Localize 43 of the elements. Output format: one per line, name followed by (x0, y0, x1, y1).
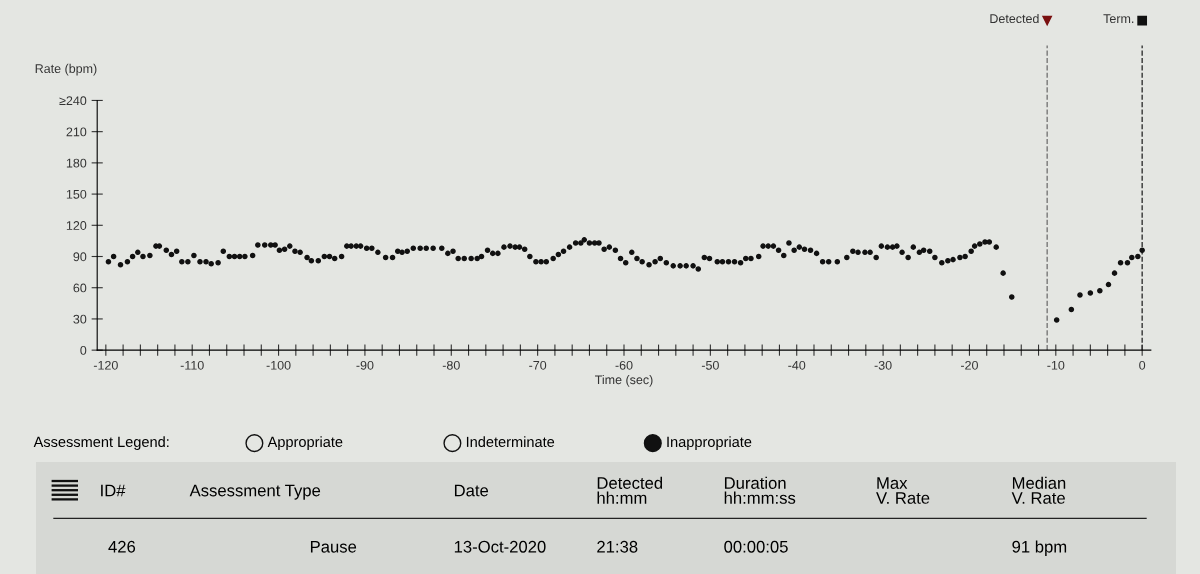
y-tick-label: ≥240 (59, 96, 87, 106)
text: Assessment Legend: (33, 436, 169, 450)
text: Duration hh:mm:ss (724, 476, 796, 504)
text: Pause (310, 541, 357, 553)
y-tick-label: 90 (73, 252, 87, 262)
y-tick-label: 0 (80, 345, 87, 355)
x-tick-label: -10 (1047, 360, 1065, 370)
ref-line-label: Detected (990, 13, 1039, 24)
text: Indeterminate (466, 436, 555, 448)
x-tick-label: -50 (701, 360, 719, 370)
x-tick-label: -40 (788, 360, 806, 370)
x-tick-label: -60 (615, 360, 633, 370)
x-tick-label: -70 (529, 360, 547, 370)
x-tick-label: -100 (266, 360, 291, 370)
text: ID# (101, 484, 126, 497)
y-axis-title: Rate (bpm) (35, 63, 97, 76)
text: Detected hh:mm (597, 476, 663, 504)
y-tick-label: 30 (73, 314, 87, 324)
y-tick-label: 60 (73, 283, 87, 293)
y-tick-label: 210 (66, 127, 87, 137)
text: 21:38 (597, 540, 638, 553)
x-tick-label: -20 (960, 360, 978, 370)
text: Date (454, 484, 489, 497)
ref-line-label: Term. (1103, 14, 1134, 24)
x-tick-label: -30 (874, 360, 892, 370)
text: 91 bpm (1012, 540, 1067, 556)
text: Appropriate (267, 436, 343, 450)
text: Max V. Rate (876, 477, 930, 504)
text: 13-Oct-2020 (454, 540, 546, 553)
text: 426 (108, 540, 136, 553)
x-tick-label: -110 (180, 360, 204, 370)
text: Assessment Type (189, 484, 321, 500)
text: Median V. Rate (1011, 476, 1066, 504)
y-tick-label: 150 (66, 189, 87, 199)
y-tick-label: 120 (66, 221, 87, 230)
x-tick-label: 0 (1139, 360, 1146, 370)
text: Inappropriate (667, 436, 752, 450)
y-tick-label: 180 (66, 158, 87, 168)
x-axis-title: Time (sec) (595, 374, 653, 387)
text: 00:00:05 (724, 540, 788, 553)
x-tick-label: -120 (93, 360, 118, 370)
x-tick-label: -90 (356, 360, 374, 370)
x-tick-label: -80 (442, 360, 460, 370)
